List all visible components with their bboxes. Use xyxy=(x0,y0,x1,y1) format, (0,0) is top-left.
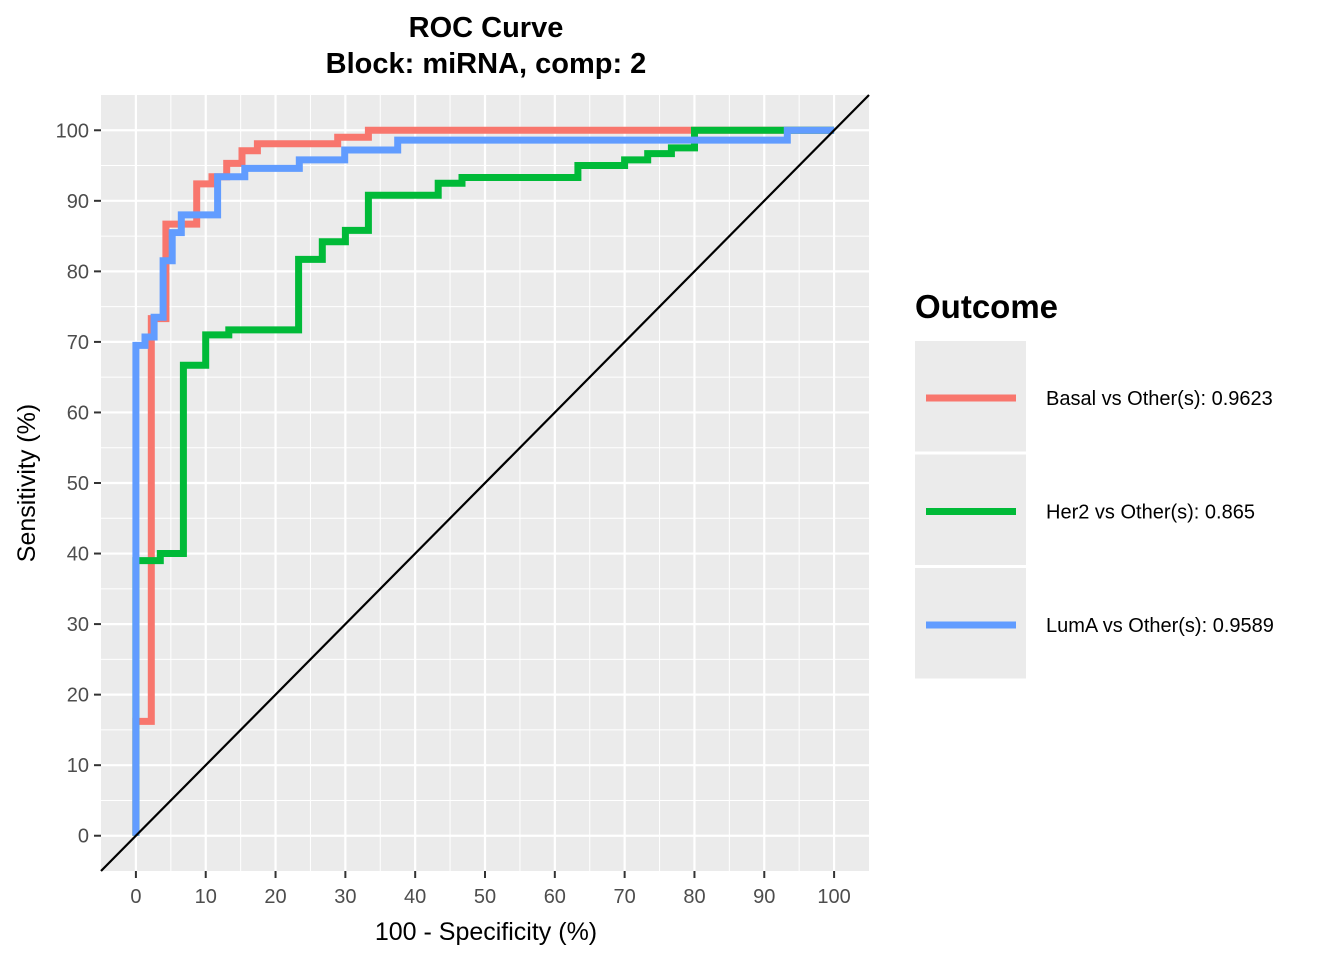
legend-label-2: Her2 vs Other(s): 0.865 xyxy=(1046,502,1255,524)
x-tick-label: 30 xyxy=(334,886,356,908)
x-tick-label: 20 xyxy=(264,886,286,908)
x-tick-label: 50 xyxy=(474,886,496,908)
x-tick-label: 80 xyxy=(683,886,705,908)
y-tick-label: 40 xyxy=(67,544,89,566)
x-tick-label: 60 xyxy=(544,886,566,908)
series-layer xyxy=(132,126,835,836)
legend-title: Outcome xyxy=(915,288,1058,325)
x-axis-label: 100 - Specificity (%) xyxy=(375,918,597,946)
y-axis-ticks: 0 10 20 30 40 50 60 70 80 90 100 xyxy=(56,120,101,848)
chart-title: ROC Curve xyxy=(409,12,564,44)
chart-subtitle: Block: miRNA, comp: 2 xyxy=(326,48,647,80)
x-axis-ticks: 0 10 20 30 40 50 60 70 80 90 100 xyxy=(130,871,851,908)
x-tick-label: 40 xyxy=(404,886,426,908)
x-tick-label: 10 xyxy=(195,886,217,908)
y-tick-label: 20 xyxy=(67,685,89,707)
reference-diagonal xyxy=(100,94,870,872)
x-tick-label: 70 xyxy=(614,886,636,908)
y-tick-label: 70 xyxy=(67,332,89,354)
x-tick-label: 0 xyxy=(130,886,141,908)
y-tick-label: 80 xyxy=(67,261,89,283)
legend-label-1: Basal vs Other(s): 0.9623 xyxy=(1046,388,1273,410)
y-tick-label: 90 xyxy=(67,191,89,213)
legend: Basal vs Other(s): 0.9623 Her2 vs Other(s… xyxy=(915,341,1274,679)
series-line-3 xyxy=(132,126,835,836)
y-tick-label: 0 xyxy=(78,826,89,848)
series-line-2 xyxy=(132,126,835,836)
reference-layer xyxy=(100,94,870,872)
y-tick-label: 100 xyxy=(56,120,89,142)
y-tick-label: 10 xyxy=(67,755,89,777)
x-tick-label: 90 xyxy=(753,886,775,908)
y-tick-label: 60 xyxy=(67,402,89,424)
legend-label-3: LumA vs Other(s): 0.9589 xyxy=(1046,615,1274,637)
x-tick-label: 100 xyxy=(817,886,850,908)
y-tick-label: 30 xyxy=(67,614,89,636)
y-tick-label: 50 xyxy=(67,473,89,495)
y-axis-label: Sensitivity (%) xyxy=(13,404,41,562)
